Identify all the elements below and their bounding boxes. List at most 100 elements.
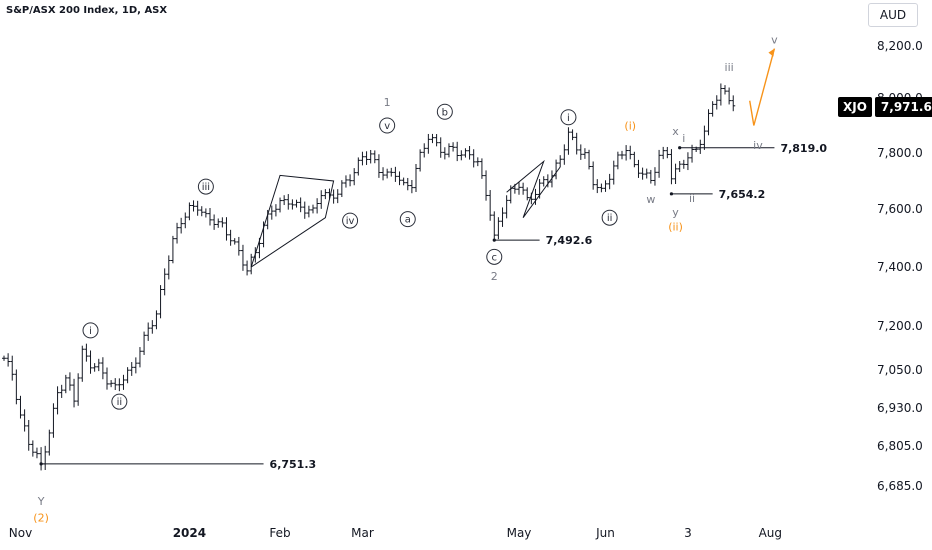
ohlc-bar bbox=[121, 374, 126, 390]
ohlc-bar bbox=[562, 144, 567, 165]
ohlc-bar bbox=[34, 447, 39, 459]
ohlc-bar bbox=[80, 345, 85, 382]
ohlc-bar bbox=[661, 146, 666, 160]
ohlc-bar bbox=[59, 384, 64, 398]
wave-label: 2 bbox=[491, 270, 498, 283]
ohlc-bar bbox=[648, 169, 653, 184]
level-label: 7,654.2 bbox=[719, 188, 766, 201]
wave-label: v bbox=[384, 121, 390, 132]
ohlc-bar bbox=[170, 235, 175, 264]
ohlc-bar bbox=[381, 167, 386, 181]
ohlc-bar bbox=[451, 142, 456, 152]
ohlc-bar bbox=[92, 363, 97, 372]
ohlc-bar bbox=[298, 197, 303, 213]
ohlc-bar bbox=[125, 367, 130, 384]
wave-label-circle bbox=[379, 117, 396, 134]
ohlc-bar bbox=[405, 177, 410, 191]
ohlc-bar bbox=[364, 151, 369, 165]
ohlc-bar bbox=[414, 164, 418, 193]
ohlc-bar bbox=[10, 355, 15, 381]
ohlc-bar bbox=[628, 145, 633, 160]
ohlc-bar bbox=[88, 350, 93, 374]
ohlc-bar bbox=[14, 369, 19, 405]
wave-label: i bbox=[567, 113, 570, 124]
ohlc-bar bbox=[261, 221, 266, 248]
ohlc-bar bbox=[232, 238, 237, 245]
ohlc-bar bbox=[158, 285, 163, 319]
ohlc-bar bbox=[578, 144, 583, 160]
ohlc-bar bbox=[96, 358, 101, 372]
wave-label: iv bbox=[753, 139, 763, 152]
ohlc-bar bbox=[599, 183, 604, 193]
ohlc-bar bbox=[269, 205, 274, 220]
price-tick-label: 7,050.0 bbox=[877, 363, 923, 377]
ohlc-bar bbox=[278, 197, 283, 213]
ohlc-bar bbox=[109, 380, 114, 388]
ohlc-bar bbox=[525, 187, 530, 201]
time-tick-label: Aug bbox=[759, 526, 782, 540]
ohlc-bar bbox=[2, 355, 6, 361]
ohlc-bar bbox=[331, 189, 336, 204]
ohlc-bar bbox=[475, 157, 480, 167]
wave-label: v bbox=[771, 34, 778, 47]
ohlc-bar bbox=[587, 149, 592, 170]
ohlc-bar bbox=[401, 177, 406, 186]
ohlc-bar bbox=[517, 181, 521, 195]
ohlc-bar bbox=[611, 160, 616, 185]
level-anchor bbox=[492, 238, 496, 242]
ohlc-bar bbox=[723, 85, 727, 95]
wave-label: c bbox=[492, 252, 498, 263]
ohlc-bar bbox=[620, 150, 624, 160]
currency-button[interactable]: AUD bbox=[868, 3, 918, 27]
ohlc-bar bbox=[315, 198, 320, 214]
ohlc-bar bbox=[566, 127, 571, 155]
ohlc-bar bbox=[199, 206, 204, 217]
ohlc-bar bbox=[166, 255, 171, 280]
time-tick-label: Mar bbox=[351, 526, 374, 540]
level-anchor bbox=[678, 146, 682, 150]
ohlc-bar bbox=[117, 378, 122, 392]
ohlc-bar bbox=[397, 171, 402, 186]
price-tick-label: 7,800.0 bbox=[877, 146, 923, 160]
wave-label: ii bbox=[689, 192, 695, 205]
ohlc-bar bbox=[183, 212, 188, 229]
wave-label: i bbox=[682, 132, 685, 145]
ohlc-bar bbox=[245, 260, 250, 276]
ohlc-bar bbox=[290, 199, 295, 210]
ohlc-bar bbox=[710, 101, 715, 117]
ohlc-bar bbox=[665, 146, 670, 159]
ohlc-bar bbox=[376, 154, 381, 178]
ohlc-bar bbox=[632, 151, 637, 168]
ohlc-bar bbox=[208, 208, 212, 226]
ohlc-bar bbox=[273, 204, 278, 217]
ohlc-bar bbox=[191, 200, 196, 212]
wave-label-circle bbox=[399, 211, 416, 228]
time-axis[interactable]: Nov 2024 Feb Mar May Jun 3 Aug bbox=[9, 526, 782, 540]
ohlc-bar bbox=[393, 166, 398, 182]
symbol-label: XJO bbox=[838, 97, 872, 117]
ohlc-bar bbox=[673, 163, 678, 185]
ohlc-bar bbox=[624, 145, 629, 161]
ohlc-bar bbox=[51, 403, 56, 438]
last-price-tag: XJO 7,971.6 bbox=[838, 97, 932, 117]
wave-label: iii bbox=[202, 182, 210, 193]
ohlc-bar bbox=[187, 202, 192, 221]
wave-label: w bbox=[646, 193, 655, 206]
ohlc-bar bbox=[570, 129, 575, 141]
price-tick-label: 7,400.0 bbox=[877, 260, 923, 274]
ohlc-bar bbox=[113, 378, 118, 391]
price-axis[interactable]: 6,685.0 6,805.0 6,930.0 7,050.0 7,200.0 7,400… bbox=[877, 39, 923, 493]
ohlc-bar bbox=[657, 149, 662, 178]
level-label: 7,819.0 bbox=[780, 142, 827, 155]
ohlc-bar bbox=[389, 167, 394, 177]
ohlc-bar bbox=[129, 362, 134, 376]
ohlc-bar bbox=[533, 188, 538, 205]
wave-label: i bbox=[89, 326, 92, 337]
ohlc-bar bbox=[282, 195, 287, 206]
ohlc-bar bbox=[714, 95, 719, 110]
ohlc-bar bbox=[67, 372, 72, 391]
ohlc-bar bbox=[488, 190, 493, 221]
ohlc-bar bbox=[422, 143, 427, 158]
ohlc-bar bbox=[500, 207, 505, 227]
